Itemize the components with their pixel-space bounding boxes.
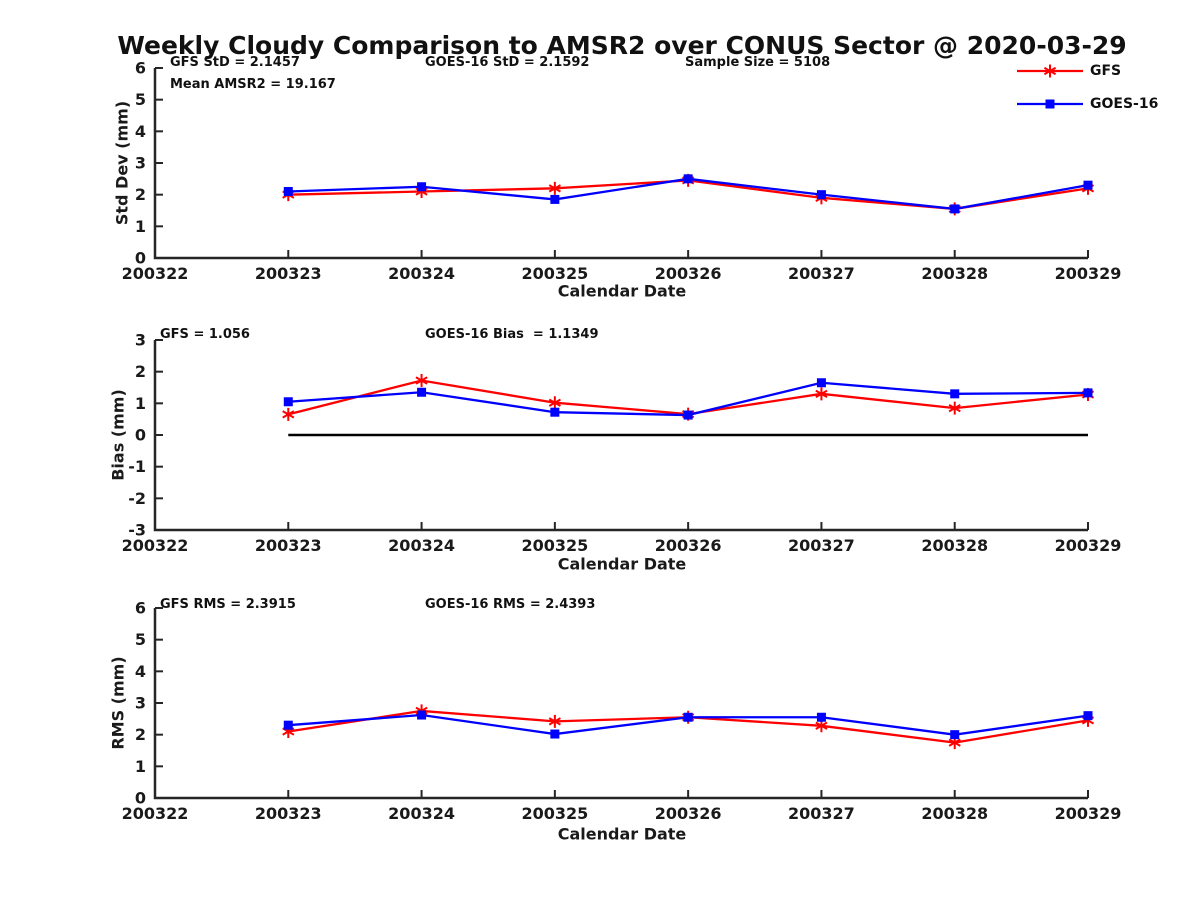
rms-xtick-label: 200322	[122, 804, 189, 823]
bias-ytick-label: 1	[135, 394, 146, 413]
std-dev-goes-16-marker	[417, 182, 427, 192]
std-dev-ytick-label: 1	[135, 217, 146, 236]
rms-axes	[153, 608, 1088, 800]
rms-gfs-marker	[548, 714, 561, 728]
rms-xtick-label: 200327	[788, 804, 855, 823]
bias-ytick-label: 0	[135, 426, 146, 445]
std-dev-xtick-label: 200323	[255, 264, 322, 283]
rms-xtick-label: 200323	[255, 804, 322, 823]
xaxis-label-middle: Calendar Date	[557, 554, 687, 574]
bias-goes-16-marker	[816, 378, 826, 388]
ylabel-bias: Bias (mm)	[108, 389, 128, 481]
annotation-gfs-bias: GFS = 1.056	[160, 327, 250, 342]
rms-goes-16-marker	[1083, 711, 1093, 721]
legend-label-gfs: GFS	[1090, 63, 1122, 79]
rms-ytick-label: 4	[135, 662, 146, 681]
bias-ytick-label: 3	[135, 331, 146, 350]
annotation-goes16-rms: GOES-16 RMS = 2.4393	[425, 597, 596, 612]
rms-goes-16-marker	[550, 729, 560, 739]
bias-ytick-label: -2	[128, 489, 146, 508]
bias-xtick-label: 200325	[521, 536, 588, 555]
gfs-line-marker-icon	[1017, 64, 1083, 78]
legend: GFS GOES-16	[1016, 60, 1158, 126]
rms-xtick-label: 200326	[655, 804, 722, 823]
bias-xtick-label: 200327	[788, 536, 855, 555]
annotation-goes16-bias: GOES-16 Bias = 1.1349	[425, 327, 599, 342]
bias-goes-16-marker	[950, 389, 960, 399]
rms-xtick-label: 200329	[1055, 804, 1122, 823]
annotation-mean-amsr2: Mean AMSR2 = 19.167	[170, 77, 336, 92]
rms-xtick-label: 200325	[521, 804, 588, 823]
bias-goes-16-marker	[283, 397, 293, 407]
rms-goes-16-marker	[683, 712, 693, 722]
std-dev-goes-16-marker	[283, 187, 293, 196]
std-dev-xtick-label: 200327	[788, 264, 855, 283]
bias-xtick-label: 200324	[388, 536, 455, 555]
std-dev-goes-16-marker	[950, 204, 960, 214]
std-dev-gfs-marker	[548, 181, 561, 195]
std-dev-goes-16-marker	[816, 190, 826, 200]
bias-ytick-label: -1	[128, 457, 146, 476]
bias-gfs-marker	[948, 401, 961, 415]
bias-xtick-label: 200328	[921, 536, 988, 555]
std-dev-goes-16-marker	[1083, 180, 1093, 190]
rms-goes-16-marker	[950, 730, 960, 740]
rms-ytick-label: 3	[135, 694, 146, 713]
bias-xtick-label: 200323	[255, 536, 322, 555]
std-dev-ytick-label: 0	[135, 249, 146, 268]
rms-ytick-label: 5	[135, 630, 146, 649]
std-dev-ytick-label: 2	[135, 185, 146, 204]
goes16-line-marker-icon	[1017, 99, 1083, 109]
std-dev-ytick-label: 3	[135, 154, 146, 173]
bias-goes-16-marker	[417, 387, 427, 397]
rms-goes-16-marker	[283, 720, 293, 730]
annotation-gfs-rms: GFS RMS = 2.3915	[160, 597, 296, 612]
bias-goes-16-marker	[1083, 388, 1093, 398]
xaxis-label-top: Calendar Date	[557, 281, 687, 301]
std-dev-xtick-label: 200324	[388, 264, 455, 283]
rms-goes-16-marker	[417, 710, 427, 720]
rms-ytick-label: 0	[135, 789, 146, 808]
std-dev-ytick-label: 5	[135, 90, 146, 109]
std-dev-xtick-label: 200322	[122, 264, 189, 283]
ylabel-std-dev: Std Dev (mm)	[112, 100, 132, 226]
rms-xtick-label: 200328	[921, 804, 988, 823]
bias-ytick-label: 2	[135, 362, 146, 381]
std-dev-axes	[153, 68, 1088, 260]
std-dev-xtick-label: 200329	[1055, 264, 1122, 283]
std-dev-xtick-label: 200325	[521, 264, 588, 283]
rms-xtick-label: 200324	[388, 804, 455, 823]
annotation-gfs-std: GFS StD = 2.1457	[170, 55, 300, 70]
legend-item-gfs: GFS	[1016, 60, 1158, 82]
std-dev-ytick-label: 4	[135, 122, 146, 141]
bias-gfs-marker	[815, 387, 828, 401]
rms-ytick-label: 6	[135, 599, 146, 618]
xaxis-label-bottom: Calendar Date	[557, 824, 687, 844]
std-dev-ytick-label: 6	[135, 59, 146, 78]
legend-label-goes16: GOES-16	[1090, 96, 1159, 112]
std-dev-goes-16-marker	[683, 174, 693, 184]
annotation-sample-size: Sample Size = 5108	[685, 55, 831, 70]
bias-xtick-label: 200326	[655, 536, 722, 555]
bias-goes-16-marker	[683, 410, 693, 420]
rms-ytick-label: 2	[135, 725, 146, 744]
rms-ytick-label: 1	[135, 757, 146, 776]
ylabel-rms: RMS (mm)	[108, 656, 128, 750]
bias-goes-16-marker	[550, 407, 560, 417]
bias-gfs-marker	[548, 396, 561, 410]
bias-xtick-label: 200322	[122, 536, 189, 555]
rms-goes-16-marker	[816, 712, 826, 722]
bias-gfs-marker	[415, 374, 428, 388]
annotation-goes16-std: GOES-16 StD = 2.1592	[425, 55, 590, 70]
bias-gfs-marker	[282, 407, 295, 421]
legend-item-goes16: GOES-16	[1016, 93, 1158, 115]
std-dev-goes-16-marker	[550, 194, 560, 204]
std-dev-xtick-label: 200328	[921, 264, 988, 283]
page-title: Weekly Cloudy Comparison to AMSR2 over C…	[117, 31, 1127, 60]
bias-ytick-label: -3	[128, 521, 146, 540]
bias-xtick-label: 200329	[1055, 536, 1122, 555]
std-dev-xtick-label: 200326	[655, 264, 722, 283]
